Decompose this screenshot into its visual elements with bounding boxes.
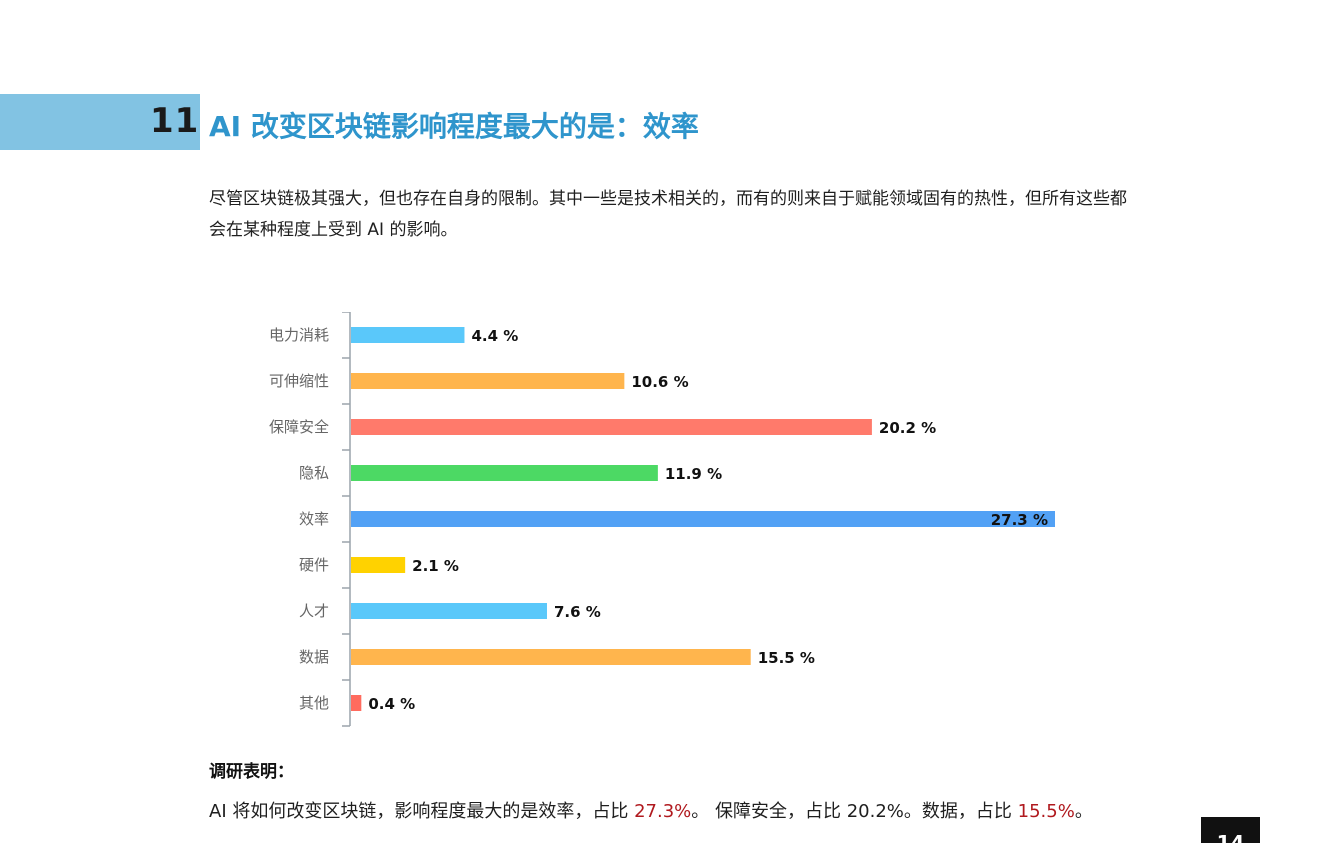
chart-category-label: 可伸缩性 — [269, 372, 329, 390]
chart-value-label: 0.4 % — [368, 695, 415, 713]
chart-bar — [351, 373, 625, 389]
chart-category-label: 电力消耗 — [269, 326, 329, 344]
chart-bar — [351, 603, 547, 619]
chart-category-label: 其他 — [299, 694, 329, 712]
chart-bar — [351, 695, 362, 711]
page-number-tab: 14 — [1201, 817, 1260, 843]
chart-value-label: 27.3 % — [991, 511, 1048, 529]
chart-bar — [351, 649, 751, 665]
section-title: AI 改变区块链影响程度最大的是：效率 — [209, 110, 699, 143]
chart-value-label: 7.6 % — [554, 603, 601, 621]
chart-bar — [351, 327, 465, 343]
page-number: 14 — [1216, 831, 1245, 843]
findings-highlight-data: 15.5% — [1017, 801, 1075, 822]
chart-value-label: 11.9 % — [665, 465, 722, 483]
chart-bar — [351, 511, 1055, 527]
chart-category-label: 人才 — [299, 602, 329, 620]
chart-category-label: 硬件 — [299, 556, 329, 574]
intro-paragraph: 尽管区块链极其强大，但也存在自身的限制。其中一些是技术相关的，而有的则来自于赋能… — [209, 189, 1127, 240]
findings-text: AI 将如何改变区块链，影响程度最大的是效率，占比 27.3%。 保障安全，占比… — [209, 797, 1093, 823]
chart-value-label: 10.6 % — [631, 373, 688, 391]
chart-bar — [351, 557, 406, 573]
findings-text-part3: 。 — [1074, 801, 1093, 822]
chart-bar — [351, 465, 658, 481]
findings-heading: 调研表明： — [209, 762, 294, 782]
chart-category-label: 保障安全 — [269, 418, 329, 436]
chart-value-label: 15.5 % — [758, 649, 815, 667]
bar-chart-svg: 电力消耗 4.4 % 可伸缩性 10.6 % 保障安全 20.2 % 隐私 11.9 % 效率 2… — [269, 312, 1055, 727]
chart-bar — [351, 419, 872, 435]
chart-value-label: 20.2 % — [879, 419, 936, 437]
section-band — [0, 94, 200, 150]
chart-value-label: 2.1 % — [412, 557, 459, 575]
findings-text-part1: AI 将如何改变区块链，影响程度最大的是效率，占比 — [209, 801, 635, 822]
bar-chart: 电力消耗 4.4 % 可伸缩性 10.6 % 保障安全 20.2 % 隐私 11.9 % 效率 2… — [255, 312, 1075, 737]
findings-text-part2: 。 保障安全，占比 20.2%。数据，占比 — [691, 801, 1018, 822]
findings-highlight-efficiency: 27.3% — [634, 801, 692, 822]
chart-value-label: 4.4 % — [471, 327, 518, 345]
chart-category-label: 效率 — [299, 510, 329, 528]
chart-category-label: 数据 — [299, 648, 329, 666]
section-number: 11 — [150, 101, 200, 141]
chart-category-label: 隐私 — [299, 464, 329, 482]
